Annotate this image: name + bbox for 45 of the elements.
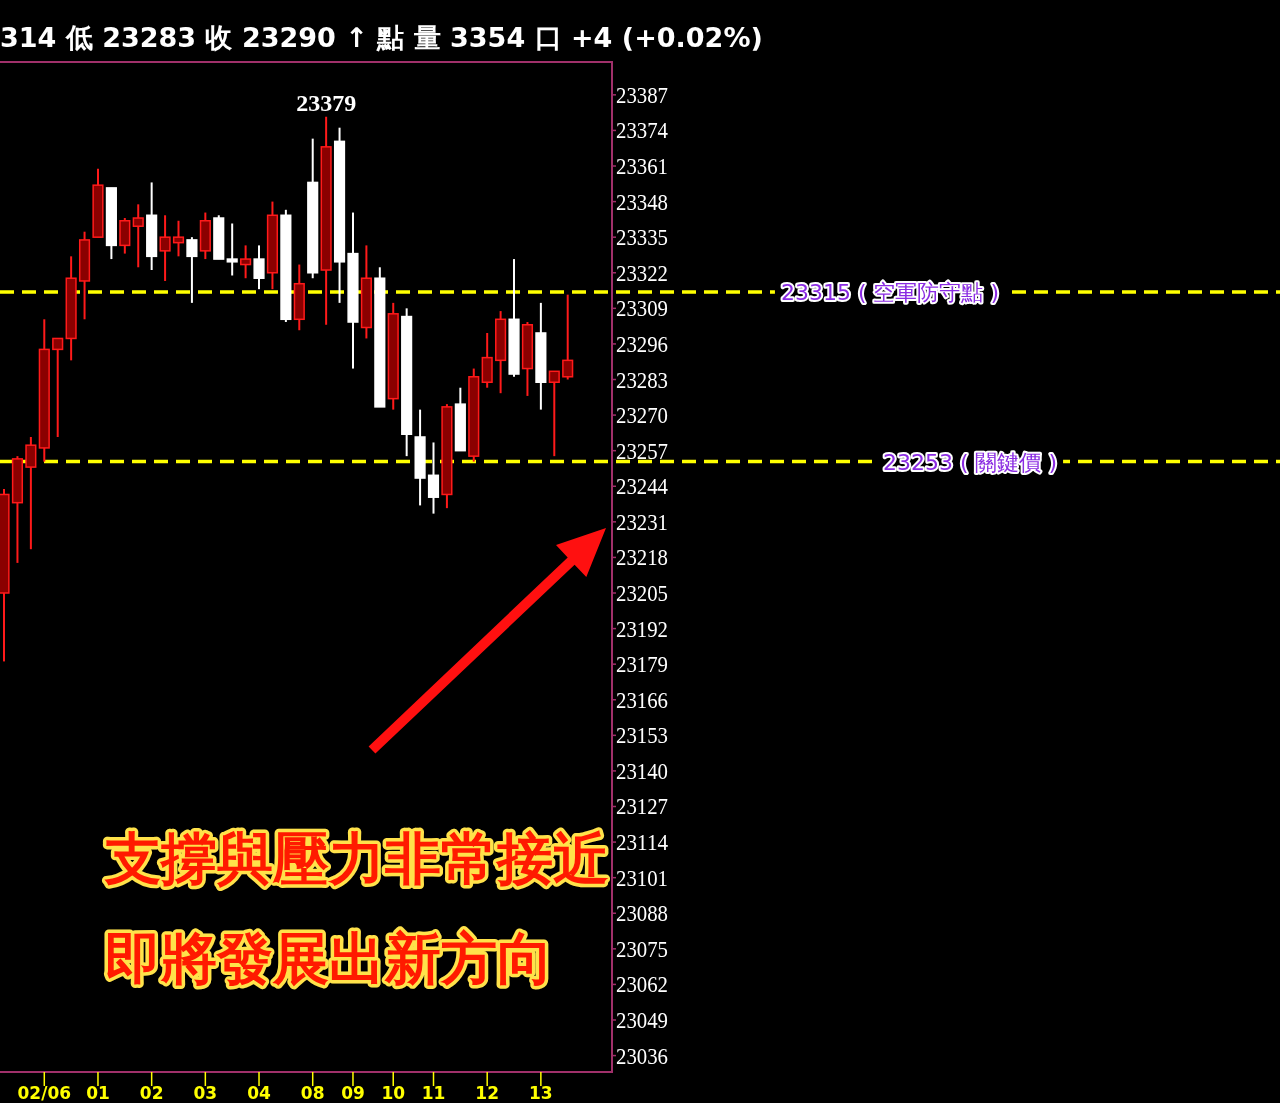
y-tick-label: 23127: [616, 794, 674, 820]
annotation: 23379: [296, 89, 357, 116]
y-tick-label: 23114: [616, 830, 673, 856]
y-tick-label: 23374: [616, 118, 674, 144]
x-tick-label: 04: [247, 1083, 272, 1103]
y-tick-label: 23244: [616, 474, 674, 500]
y-tick-label: 23192: [616, 616, 674, 642]
x-tick-label: 02/06: [17, 1083, 72, 1103]
y-tick-label: 23088: [616, 901, 674, 927]
y-tick-label: 23049: [616, 1007, 674, 1033]
chart-title: 314 低 23283 收 23290 ↑ 點 量 3354 口 +4 (+0.02%): [0, 22, 763, 53]
x-tick-label: 03: [193, 1083, 218, 1103]
ref-line-label: 23315 ( 空軍防守點 ): [780, 279, 1000, 305]
x-tick-label: 01: [86, 1083, 110, 1103]
annotation: 支撐與壓力非常接近: [104, 826, 609, 891]
y-tick-label: 23166: [616, 687, 674, 713]
annotation: 即將發展出新方向: [105, 926, 553, 991]
y-tick-label: 23335: [616, 225, 674, 251]
y-tick-label: 23270: [616, 403, 674, 429]
y-tick-label: 23153: [616, 723, 674, 749]
y-tick-label: 23231: [616, 509, 674, 535]
y-tick-label: 23348: [616, 189, 674, 215]
y-tick-label: 23075: [616, 936, 674, 962]
y-tick-label: 23283: [616, 367, 674, 393]
y-tick-label: 23036: [616, 1043, 674, 1069]
y-tick-label: 23101: [616, 865, 674, 891]
ref-line-label: 23253 ( 關鍵價 ): [882, 449, 1058, 475]
x-tick-label: 12: [475, 1083, 500, 1103]
y-tick-label: 23361: [616, 154, 674, 180]
y-tick-label: 23309: [616, 296, 674, 322]
x-tick-label: 02: [139, 1083, 164, 1103]
x-tick-label: 09: [341, 1083, 365, 1103]
y-tick-label: 23179: [616, 652, 674, 678]
x-tick-label: 10: [381, 1083, 406, 1103]
x-tick-label: 08: [300, 1083, 325, 1103]
y-tick-label: 23322: [616, 260, 674, 286]
x-tick-label: 13: [529, 1083, 553, 1103]
y-tick-label: 23140: [616, 758, 674, 784]
x-tick-label: 11: [421, 1083, 446, 1103]
y-tick-label: 23387: [616, 82, 674, 108]
y-tick-label: 23218: [616, 545, 674, 571]
y-tick-label: 23062: [616, 972, 674, 998]
y-tick-label: 23205: [616, 581, 674, 606]
y-tick-label: 23296: [616, 331, 674, 357]
y-tick-label: 23257: [616, 438, 674, 464]
